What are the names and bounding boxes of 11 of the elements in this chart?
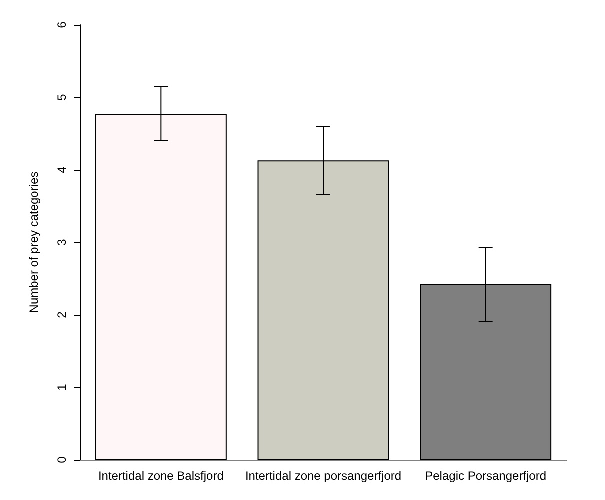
y-tick-label: 3 bbox=[55, 238, 69, 246]
y-tick-label: 1 bbox=[55, 384, 69, 391]
x-tick-label: Pelagic Porsangerfjord bbox=[425, 469, 547, 483]
y-axis-title: Number of prey categories bbox=[27, 172, 41, 314]
y-tick-label: 4 bbox=[55, 166, 69, 174]
y-tick-label: 5 bbox=[55, 94, 69, 101]
x-tick-label: Intertidal zone Balsfjord bbox=[98, 469, 224, 483]
y-tick-label: 6 bbox=[55, 21, 69, 28]
y-tick-label: 0 bbox=[55, 456, 69, 464]
y-tick-label: 2 bbox=[55, 311, 69, 318]
x-tick-label: Intertidal zone porsangerfjord bbox=[245, 469, 402, 483]
